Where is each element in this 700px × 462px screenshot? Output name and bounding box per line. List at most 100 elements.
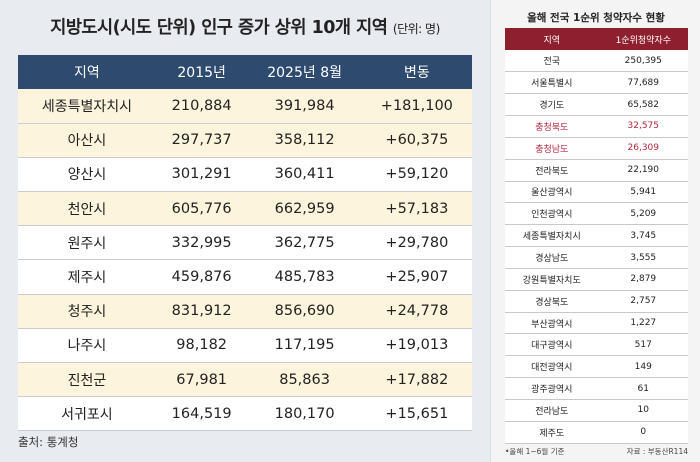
table-row: 충청북도 32,575	[505, 115, 688, 138]
sub-count-cell: 3,555	[598, 246, 688, 269]
sub-count-cell: 32,575	[598, 115, 688, 138]
value-2015-cell: 831,912	[155, 294, 248, 329]
value-2015-cell: 605,776	[155, 191, 248, 227]
table-row: 광주광역시 61	[505, 377, 688, 400]
sub-region-cell: 경상북도	[505, 290, 599, 313]
table-row: 나주시 98,182 117,195 +19,013	[18, 328, 472, 364]
sub-region-cell: 강원특별자치도	[505, 268, 599, 291]
table-row: 경상북도 2,757	[505, 290, 688, 313]
region-cell: 원주시	[18, 225, 156, 261]
change-cell: +60,375	[361, 123, 472, 158]
header-2015: 2015년	[155, 55, 248, 89]
value-2025-cell: 485,783	[247, 259, 362, 295]
population-table-body: 세종특별자치시 210,884 391,984 +181,100 아산시 297,737 3…	[18, 89, 472, 432]
sub-region-cell: 제주도	[505, 421, 599, 444]
sub-count-cell: 5,941	[598, 181, 688, 204]
sub-count-cell: 26,309	[598, 137, 688, 160]
sub-region-cell: 부산광역시	[505, 312, 599, 335]
sub-region-cell: 대구광역시	[505, 333, 599, 357]
table-row: 대전광역시 149	[505, 355, 688, 379]
table-row: 세종특별자치시 210,884 391,984 +181,100	[18, 89, 472, 124]
change-cell: +181,100	[361, 89, 472, 124]
table-row: 충청남도 26,309	[505, 137, 688, 160]
value-2015-cell: 459,876	[155, 259, 248, 295]
sub-count-cell: 3,745	[598, 224, 688, 248]
change-cell: +19,013	[361, 328, 472, 364]
subscription-title: 올해 전국 1순위 청약자수 현황	[527, 12, 665, 24]
sub-count-cell: 65,582	[598, 93, 688, 117]
sub-region-cell: 전국	[505, 50, 599, 73]
population-title: 지방도시(시도 단위) 인구 증가 상위 10개 지역 (단위: 명)	[0, 14, 490, 39]
subscription-note: •올해 1~6월 기준	[505, 447, 565, 456]
sub-count-cell: 22,190	[598, 159, 688, 182]
value-2025-cell: 362,775	[247, 225, 362, 261]
value-2025-cell: 358,112	[247, 123, 362, 158]
sub-count-cell: 10	[598, 399, 688, 422]
sub-count-cell: 5,209	[598, 202, 688, 226]
region-cell: 청주시	[18, 294, 156, 329]
sub-region-cell: 경기도	[505, 93, 599, 117]
value-2025-cell: 360,411	[247, 157, 362, 193]
table-row: 양산시 301,291 360,411 +59,120	[18, 157, 472, 193]
population-title-text: 지방도시(시도 단위) 인구 증가 상위 10개 지역	[50, 18, 388, 38]
sub-header-count: 1순위청약자수	[598, 28, 688, 50]
value-2025-cell: 391,984	[247, 89, 362, 124]
sub-count-cell: 0	[598, 421, 688, 444]
change-cell: +25,907	[361, 259, 472, 295]
value-2015-cell: 332,995	[155, 225, 248, 261]
header-change: 변동	[361, 55, 472, 89]
table-row: 경기도 65,582	[505, 93, 688, 117]
subscription-table: 지역 1순위청약자수 전국 250,395 서울특별시 77,689 경기도 65,582…	[505, 28, 688, 444]
region-cell: 양산시	[18, 157, 156, 193]
table-row: 세종특별자치시 3,745	[505, 224, 688, 248]
sub-count-cell: 149	[598, 355, 688, 379]
value-2015-cell: 301,291	[155, 157, 248, 193]
sub-region-cell: 인천광역시	[505, 202, 599, 226]
table-row: 전라북도 22,190	[505, 159, 688, 182]
sub-region-cell: 경상남도	[505, 246, 599, 269]
sub-region-cell: 전라남도	[505, 399, 599, 422]
change-cell: +17,882	[361, 362, 472, 398]
header-region: 지역	[18, 55, 156, 89]
change-cell: +59,120	[361, 157, 472, 193]
table-row: 아산시 297,737 358,112 +60,375	[18, 123, 472, 158]
value-2015-cell: 67,981	[155, 362, 248, 398]
population-panel: 지방도시(시도 단위) 인구 증가 상위 10개 지역 (단위: 명) 지역 2…	[0, 0, 490, 462]
region-cell: 서귀포시	[18, 396, 156, 432]
sub-region-cell: 광주광역시	[505, 377, 599, 400]
table-row: 원주시 332,995 362,775 +29,780	[18, 225, 472, 261]
table-row: 천안시 605,776 662,959 +57,183	[18, 191, 472, 227]
table-row: 부산광역시 1,227	[505, 312, 688, 335]
sub-count-cell: 2,879	[598, 268, 688, 291]
table-row: 전국 250,395	[505, 50, 688, 73]
sub-region-cell: 울산광역시	[505, 181, 599, 204]
header-2025: 2025년 8월	[247, 55, 362, 89]
change-cell: +15,651	[361, 396, 472, 432]
table-row: 대구광역시 517	[505, 333, 688, 357]
region-cell: 나주시	[18, 328, 156, 364]
sub-count-cell: 77,689	[598, 71, 688, 95]
subscription-source: 자료 : 부동산R114	[626, 447, 688, 456]
sub-region-cell: 충청북도	[505, 115, 599, 138]
sub-count-cell: 250,395	[598, 50, 688, 73]
sub-region-cell: 충청남도	[505, 137, 599, 160]
sub-region-cell: 세종특별자치시	[505, 224, 599, 248]
value-2015-cell: 297,737	[155, 123, 248, 158]
subscription-panel: 올해 전국 1순위 청약자수 현황 지역 1순위청약자수 전국 250,395 서울…	[490, 0, 700, 462]
table-row: 제주시 459,876 485,783 +25,907	[18, 259, 472, 295]
subscription-header-row: 지역 1순위청약자수	[505, 28, 688, 50]
region-cell: 세종특별자치시	[18, 89, 156, 124]
change-cell: +24,778	[361, 294, 472, 329]
value-2015-cell: 164,519	[155, 396, 248, 432]
population-unit: (단위: 명)	[392, 22, 440, 36]
sub-count-cell: 517	[598, 333, 688, 357]
table-row: 경상남도 3,555	[505, 246, 688, 269]
sub-region-cell: 대전광역시	[505, 355, 599, 379]
sub-region-cell: 전라북도	[505, 159, 599, 182]
region-cell: 진천군	[18, 362, 156, 398]
sub-count-cell: 1,227	[598, 312, 688, 335]
sub-region-cell: 서울특별시	[505, 71, 599, 95]
population-table: 지역 2015년 2025년 8월 변동 세종특별자치시 210,884 391,9…	[18, 55, 472, 432]
table-row: 전라남도 10	[505, 399, 688, 422]
value-2025-cell: 117,195	[247, 328, 362, 364]
